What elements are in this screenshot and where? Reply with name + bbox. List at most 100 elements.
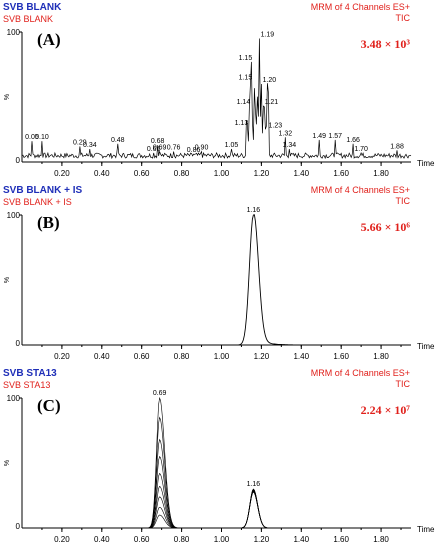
peak-label: 1.34	[283, 142, 297, 149]
peak-label: 0.68	[151, 138, 165, 145]
x-tick-label: 0.20	[54, 169, 70, 178]
mrm-label: MRM of 4 Channels ES+	[310, 185, 410, 195]
chromatogram-trace	[22, 214, 411, 346]
chromatogram-b: 100 0% 0.20 0.40 0.60 0.80 1.00 1.20 1.40 1.60 1.8…	[4, 207, 435, 361]
peak-label: 1.19	[261, 32, 275, 39]
peak-label: 0.10	[35, 134, 49, 141]
x-tick-label: 0.20	[54, 352, 70, 361]
x-tick-label: 1.40	[293, 169, 309, 178]
peak-label: 0.76	[167, 145, 181, 152]
peak-label: 1.70	[354, 146, 368, 153]
x-tick-label: 0.60	[134, 169, 150, 178]
x-tick-label: 1.00	[214, 352, 230, 361]
x-tick-label: 0.80	[174, 352, 190, 361]
chromatogram-trace	[22, 490, 411, 529]
x-tick-label: 1.40	[293, 352, 309, 361]
peak-label: 1.14	[237, 99, 251, 106]
chromatogram-trace	[22, 455, 411, 529]
x-tick-label: 1.00	[214, 169, 230, 178]
peak-label: 0.90	[195, 145, 209, 152]
y-tick-label: 100	[7, 28, 21, 37]
x-tick-label: 1.20	[254, 352, 270, 361]
x-tick-label: 0.60	[134, 535, 150, 544]
peak-label: 0.48	[111, 137, 125, 144]
peak-label: 1.23	[269, 123, 283, 130]
x-tick-label: 1.20	[254, 535, 270, 544]
x-tick-label: 1.80	[373, 169, 389, 178]
y-tick-label: 0	[16, 339, 21, 348]
peak-label: 1.16	[247, 481, 261, 488]
chart-title: SVB STA13	[3, 368, 57, 379]
x-axis-label: Time	[417, 342, 435, 351]
chart-subtitle: SVB BLANK	[3, 14, 54, 24]
peak-label: 1.15	[239, 74, 253, 81]
chart-subtitle: SVB STA13	[3, 380, 51, 390]
x-tick-label: 1.80	[373, 535, 389, 544]
tic-label: TIC	[395, 196, 411, 206]
x-tick-label: 1.80	[373, 352, 389, 361]
x-tick-label: 1.00	[214, 535, 230, 544]
x-axis-label: Time	[417, 159, 435, 168]
peak-label: 0.86	[187, 147, 201, 154]
x-tick-label: 0.20	[54, 535, 70, 544]
x-tick-label: 1.60	[333, 535, 349, 544]
peak-label: 0.66	[147, 146, 161, 153]
peak-label: 0.34	[83, 142, 97, 149]
peak-label: 0.69	[153, 390, 167, 397]
peak-label: 1.15	[239, 55, 253, 62]
panel-label: (B)	[37, 213, 60, 232]
x-tick-label: 1.20	[254, 169, 270, 178]
chromatogram-trace	[22, 472, 411, 529]
x-tick-label: 0.40	[94, 169, 110, 178]
peak-label: 1.20	[263, 77, 277, 84]
y-tick-label: 100	[7, 394, 21, 403]
x-tick-label: 1.60	[333, 169, 349, 178]
intensity-label: 3.48 × 10³	[360, 37, 410, 51]
chart-subtitle: SVB BLANK + IS	[3, 197, 72, 207]
peak-label: 1.66	[346, 137, 360, 144]
chromatogram-trace	[21, 38, 412, 160]
y-tick-label: 100	[7, 211, 21, 220]
chart-title: SVB BLANK + IS	[3, 185, 83, 196]
x-tick-label: 0.60	[134, 352, 150, 361]
chart-panel-c: 100 0% 0.20 0.40 0.60 0.80 1.00 1.20 1.40 1.60 1.8…	[0, 366, 440, 548]
peak-label: 0.05	[25, 134, 39, 141]
panel-label: (C)	[37, 396, 61, 415]
x-tick-label: 1.60	[333, 352, 349, 361]
chromatogram-a: 100 0% 0.20 0.40 0.60 0.80 1.00 1.20 1.40 1.60 1.8…	[4, 28, 435, 178]
chromatogram-trace	[22, 491, 411, 529]
x-tick-label: 0.40	[94, 352, 110, 361]
mrm-label: MRM of 4 Channels ES+	[310, 2, 410, 12]
chart-title: SVB BLANK	[3, 2, 62, 13]
intensity-label: 5.66 × 10⁶	[360, 220, 410, 234]
y-axis-label: %	[4, 460, 11, 466]
peak-label: 1.57	[328, 133, 342, 140]
peak-label: 0.69	[153, 145, 167, 152]
peak-label: 1.05	[225, 142, 239, 149]
tic-label: TIC	[395, 13, 411, 23]
chromatogram-trace	[22, 485, 411, 529]
peak-label: 1.21	[265, 99, 279, 106]
peak-label: 0.29	[73, 139, 87, 146]
chromatogram-c: 100 0% 0.20 0.40 0.60 0.80 1.00 1.20 1.40 1.60 1.8…	[4, 390, 435, 544]
chromatogram-trace	[22, 396, 411, 529]
chart-panel-a: 100 0% 0.20 0.40 0.60 0.80 1.00 1.20 1.40 1.60 1.8…	[0, 0, 440, 182]
tic-label: TIC	[395, 379, 411, 389]
mrm-label: MRM of 4 Channels ES+	[310, 368, 410, 378]
chromatogram-trace	[22, 416, 411, 529]
chromatogram-trace	[22, 491, 411, 529]
peak-label: 1.32	[279, 130, 293, 137]
x-tick-label: 1.40	[293, 535, 309, 544]
peak-label: 1.49	[312, 133, 326, 140]
peak-label: 1.16	[247, 207, 261, 214]
x-tick-label: 0.40	[94, 535, 110, 544]
x-tick-label: 0.80	[174, 535, 190, 544]
intensity-label: 2.24 × 10⁷	[360, 403, 410, 417]
x-tick-label: 0.80	[174, 169, 190, 178]
y-tick-label: 0	[16, 522, 21, 531]
y-axis-label: %	[4, 277, 11, 283]
y-axis-label: %	[4, 94, 11, 100]
peak-label: 1.13	[235, 120, 249, 127]
chromatogram-trace	[22, 438, 411, 529]
x-axis-label: Time	[417, 525, 435, 534]
